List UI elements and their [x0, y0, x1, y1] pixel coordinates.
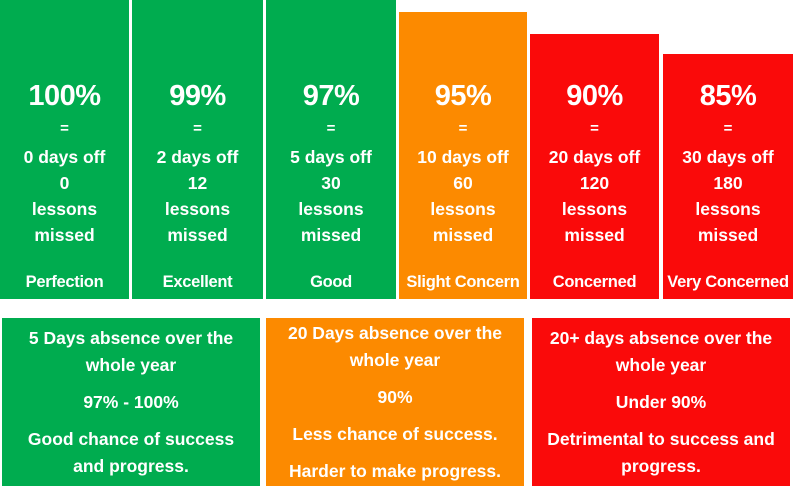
missed-word: missed	[167, 225, 228, 245]
status-label: Good	[310, 273, 352, 291]
status-label: Perfection	[25, 273, 104, 291]
attendance-percent: 97%	[302, 80, 360, 112]
summary-outcome: Harder to make progress.	[288, 460, 502, 481]
status-label: Concerned	[552, 273, 637, 291]
lessons-word: lessons	[31, 199, 98, 219]
lessons-word: lessons	[164, 199, 231, 219]
lessons-word: lessons	[298, 199, 364, 219]
summary-outcome: Good chance of success and progress.	[27, 428, 235, 476]
summary-box-concern-attendance: 20 Days absence over the whole year 90% …	[266, 318, 524, 486]
summary-range: Under 90%	[615, 391, 707, 412]
status-label: Slight Concern	[406, 273, 520, 291]
column-content: 99% = 2 days off 12 lessons missed	[132, 0, 263, 248]
equals-sign: =	[60, 120, 69, 137]
equals-sign: =	[326, 120, 336, 137]
status-label: Very Concerned	[667, 273, 789, 291]
summary-box-good-attendance: 5 Days absence over the whole year 97% -…	[2, 318, 260, 486]
attendance-percent: 85%	[699, 80, 757, 112]
summary-box-poor-attendance: 20+ days absence over the whole year Und…	[532, 318, 790, 486]
column-content: 90% = 20 days off 120 lessons missed	[530, 34, 659, 248]
missed-word: missed	[697, 225, 759, 245]
attendance-percent: 99%	[169, 80, 226, 112]
status-label: Excellent	[162, 273, 233, 291]
attendance-percent: 95%	[434, 80, 492, 112]
lessons-count: 60	[453, 173, 473, 193]
days-off-text: 30 days off	[682, 147, 774, 167]
lessons-word: lessons	[430, 199, 496, 219]
summary-text: 20+ days absence over the whole year	[549, 327, 773, 375]
attendance-column-90: 90% = 20 days off 120 lessons missed Con…	[530, 34, 659, 299]
days-off-text: 0 days off	[23, 147, 106, 167]
lessons-count: 180	[713, 173, 743, 193]
lessons-word: lessons	[695, 199, 761, 219]
days-off-text: 5 days off	[290, 147, 372, 167]
summary-outcome: Less chance of success.	[292, 423, 498, 444]
lessons-word: lessons	[561, 199, 628, 219]
days-off-text: 2 days off	[156, 147, 239, 167]
attendance-column-85: 85% = 30 days off 180 lessons missed Ver…	[663, 54, 793, 299]
lessons-count: 0	[59, 173, 70, 193]
lessons-count: 120	[579, 173, 610, 193]
summary-outcome: Detrimental to success and progress.	[547, 428, 775, 476]
missed-word: missed	[432, 225, 494, 245]
attendance-column-95: 95% = 10 days off 60 lessons missed Slig…	[399, 12, 527, 299]
summary-range: 90%	[377, 386, 413, 407]
attendance-percent: 90%	[566, 80, 623, 112]
missed-word: missed	[300, 225, 362, 245]
equals-sign: =	[458, 120, 468, 137]
equals-sign: =	[590, 120, 599, 137]
column-content: 95% = 10 days off 60 lessons missed	[399, 12, 527, 248]
lessons-count: 30	[321, 173, 341, 193]
column-content: 100% = 0 days off 0 lessons missed	[0, 0, 129, 248]
equals-sign: =	[723, 120, 733, 137]
attendance-column-97: 97% = 5 days off 30 lessons missed Good	[266, 0, 396, 299]
attendance-column-100: 100% = 0 days off 0 lessons missed Perfe…	[0, 0, 129, 299]
summary-range: 97% - 100%	[83, 391, 179, 412]
days-off-text: 20 days off	[548, 147, 641, 167]
days-off-text: 10 days off	[417, 147, 509, 167]
attendance-column-99: 99% = 2 days off 12 lessons missed Excel…	[132, 0, 263, 299]
attendance-percent: 100%	[28, 80, 101, 112]
column-content: 85% = 30 days off 180 lessons missed	[663, 54, 793, 248]
equals-sign: =	[193, 120, 202, 137]
missed-word: missed	[564, 225, 625, 245]
summary-text: 5 Days absence over the whole year	[28, 327, 234, 375]
summary-text: 20 Days absence over the whole year	[287, 322, 502, 370]
column-content: 97% = 5 days off 30 lessons missed	[266, 0, 396, 248]
lessons-count: 12	[187, 173, 208, 193]
missed-word: missed	[34, 225, 95, 245]
